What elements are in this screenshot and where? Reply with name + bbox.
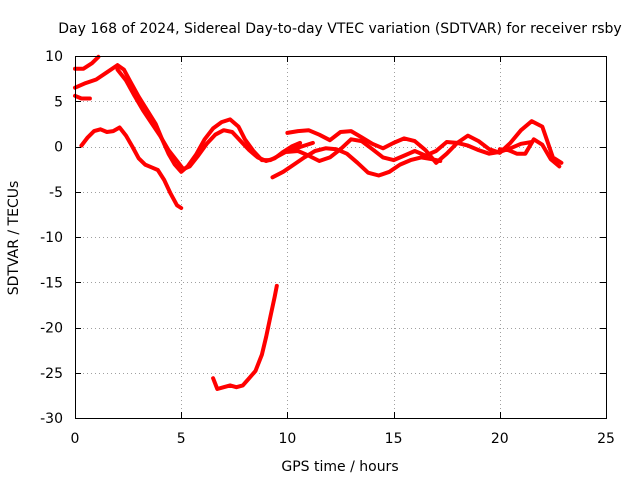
series-arc-b <box>73 93 92 101</box>
series-arc-f <box>211 283 279 391</box>
y-tick-label: 0 <box>54 140 63 156</box>
y-axis-label: SDTVAR / TECUs <box>6 181 22 296</box>
chart-title: Day 168 of 2024, Sidereal Day-to-day VTE… <box>58 21 621 37</box>
series-arc-i <box>285 119 564 165</box>
x-tick-label: 20 <box>491 431 509 447</box>
y-tick-labels: -30 -25 -20 -15 -10 -5 0 5 10 <box>40 49 63 427</box>
x-tick-labels: 0 5 10 15 20 25 <box>71 431 615 447</box>
y-tick-label: 10 <box>45 49 63 65</box>
axis-ticks <box>75 56 607 419</box>
x-tick-label: 25 <box>597 431 615 447</box>
x-tick-label: 10 <box>278 431 296 447</box>
y-tick-label: 5 <box>54 94 63 110</box>
x-tick-label: 0 <box>71 431 80 447</box>
x-axis-label: GPS time / hours <box>281 459 398 475</box>
y-tick-label: -5 <box>49 185 63 201</box>
y-tick-label: -10 <box>40 230 63 246</box>
series-arc-j <box>497 137 562 169</box>
series-arc-d <box>115 67 303 172</box>
series-arc-e <box>79 125 184 210</box>
series-arc-g <box>270 146 443 180</box>
series-arc-a <box>73 54 101 71</box>
series-arc-h <box>285 137 534 163</box>
x-tick-label: 15 <box>385 431 403 447</box>
y-tick-label: -25 <box>40 366 63 382</box>
data-series <box>73 54 564 391</box>
y-tick-label: -20 <box>40 321 63 337</box>
grid-lines <box>75 56 606 418</box>
y-tick-label: -15 <box>40 275 63 291</box>
x-tick-label: 5 <box>177 431 186 447</box>
y-tick-label: -30 <box>40 411 63 427</box>
